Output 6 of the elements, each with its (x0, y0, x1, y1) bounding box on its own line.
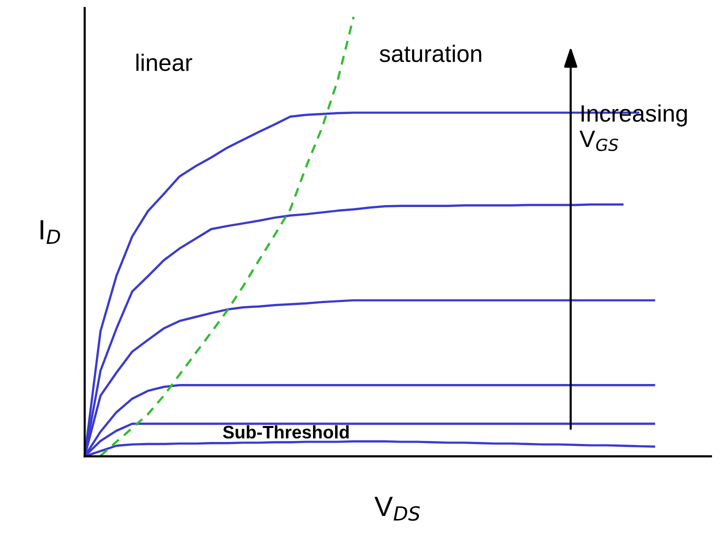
annotation: Sub-Threshold (223, 425, 349, 439)
annotation: saturation (380, 44, 482, 62)
y-axis-title: I$_{D}$ (40, 220, 60, 244)
x-axis-title: V$_{DS}$ (374, 496, 420, 521)
annotation: Increasing V$_{GS}$ (580, 104, 687, 152)
annotation: linear (136, 54, 192, 72)
